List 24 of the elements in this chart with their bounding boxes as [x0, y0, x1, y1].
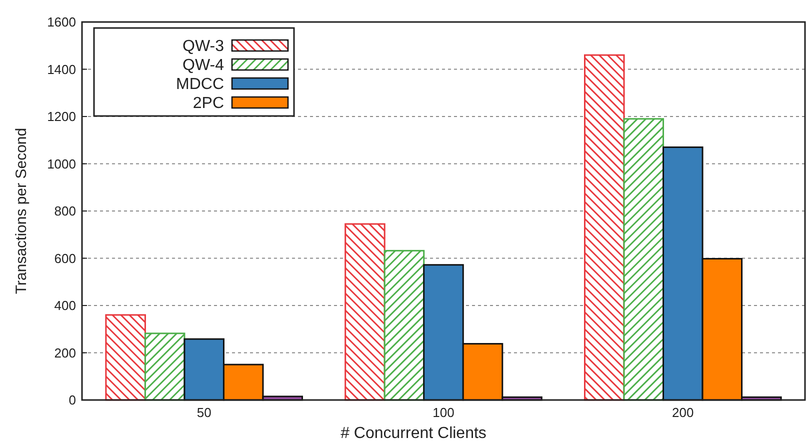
y-tick-label: 1600 — [47, 14, 76, 30]
y-tick-label: 600 — [54, 250, 76, 266]
y-tick-label: 1400 — [47, 62, 76, 77]
y-axis-title: Transactions per Second — [13, 128, 30, 294]
y-tick-label: 400 — [54, 298, 76, 314]
bar — [384, 250, 425, 401]
x-tick-label: 50 — [196, 405, 212, 420]
x-axis-title: # Concurrent Clients — [340, 425, 486, 442]
legend-label: QW-3 — [182, 38, 224, 56]
bar — [584, 54, 625, 401]
y-tick-label: 1200 — [47, 109, 76, 124]
y-tick-label: 800 — [54, 204, 76, 219]
legend-label: QW-4 — [182, 57, 224, 74]
bar — [623, 118, 664, 401]
y-tick-label: 200 — [54, 345, 76, 360]
y-tick-label: 1000 — [47, 156, 76, 172]
bar — [144, 332, 186, 401]
bar — [105, 314, 146, 401]
legend-label: 2PC — [192, 95, 224, 112]
legend-label: MDCC — [176, 76, 224, 94]
bar — [344, 223, 386, 401]
x-tick-label: 100 — [432, 405, 454, 420]
y-tick-label: 0 — [68, 392, 76, 408]
x-tick-label: 200 — [672, 405, 694, 420]
